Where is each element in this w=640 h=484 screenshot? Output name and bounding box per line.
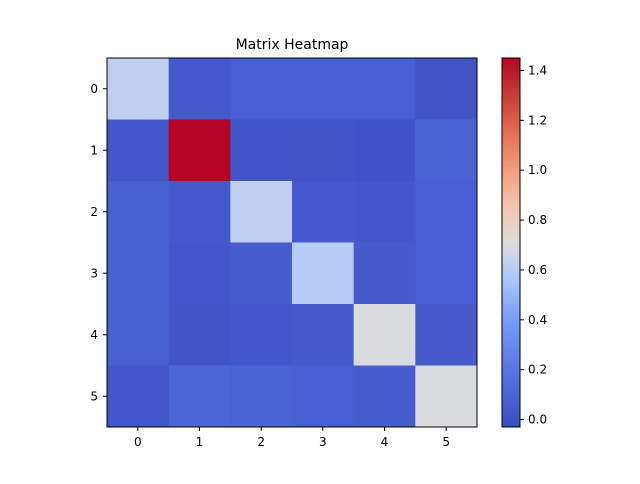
heatmap-cell-0-1 (168, 58, 231, 120)
x-tick-label-0: 0 (134, 435, 142, 449)
heatmap-cell-3-3 (292, 242, 355, 305)
heatmap-cells (107, 58, 478, 428)
heatmap-cell-4-2 (230, 304, 293, 366)
heatmap-cell-3-5 (415, 242, 478, 305)
heatmap-cell-4-0 (107, 304, 170, 366)
heatmap-cell-0-0 (107, 58, 170, 120)
colorbar-tick-label-4: 0.8 (528, 213, 547, 227)
heatmap-cell-2-2 (230, 181, 293, 243)
heatmap-cell-1-2 (230, 119, 293, 182)
heatmap-cell-5-4 (353, 365, 416, 428)
colorbar-tick-label-2: 0.4 (528, 313, 547, 327)
heatmap-cell-5-2 (230, 365, 293, 428)
colorbar (501, 57, 521, 428)
x-tick-label-5: 5 (442, 435, 450, 449)
heatmap-cell-0-2 (230, 58, 293, 120)
heatmap-cell-1-0 (107, 119, 170, 182)
y-tick-label-2: 2 (90, 205, 98, 219)
heatmap-cell-1-5 (415, 119, 478, 182)
x-tick-label-1: 1 (196, 435, 204, 449)
heatmap-cell-5-1 (168, 365, 231, 428)
heatmap-cell-3-2 (230, 242, 293, 305)
heatmap-cell-4-3 (292, 304, 355, 366)
heatmap-cell-5-0 (107, 365, 170, 428)
heatmap-cell-1-3 (292, 119, 355, 182)
heatmap-cell-1-4 (353, 119, 416, 182)
plot-frame (106, 57, 478, 428)
colorbar-tick-label-6: 1.2 (528, 113, 547, 127)
heatmap-cell-0-5 (415, 58, 478, 120)
heatmap-cell-4-5 (415, 304, 478, 366)
colorbar-tick-label-1: 0.2 (528, 363, 547, 377)
x-tick-label-4: 4 (381, 435, 389, 449)
x-tick-label-3: 3 (319, 435, 327, 449)
heatmap-cell-3-1 (168, 242, 231, 305)
chart-title: Matrix Heatmap (236, 37, 349, 53)
y-tick-label-4: 4 (90, 328, 98, 342)
heatmap-cell-4-4 (353, 304, 416, 366)
colorbar-tick-label-5: 1.0 (528, 163, 547, 177)
colorbar-tick-label-7: 1.4 (528, 63, 547, 77)
y-tick-label-1: 1 (90, 143, 98, 157)
heatmap-cell-2-1 (168, 181, 231, 243)
heatmap-cell-2-0 (107, 181, 170, 243)
heatmap-cell-0-4 (353, 58, 416, 120)
heatmap-cell-5-3 (292, 365, 355, 428)
y-tick-label-0: 0 (90, 82, 98, 96)
x-axis: 0 1 2 3 4 5 (134, 427, 450, 449)
heatmap-cell-3-4 (353, 242, 416, 305)
colorbar-tick-label-3: 0.6 (528, 263, 547, 277)
y-tick-label-5: 5 (90, 389, 98, 403)
heatmap-cell-2-4 (353, 181, 416, 243)
x-tick-label-2: 2 (257, 435, 265, 449)
heatmap-cell-2-5 (415, 181, 478, 243)
colorbar-tick-label-0: 0.0 (528, 413, 547, 427)
y-tick-label-3: 3 (90, 266, 98, 280)
heatmap-cell-0-3 (292, 58, 355, 120)
colorbar-axis: 0.0 0.2 0.4 0.6 0.8 1.0 1.2 1.4 (520, 63, 547, 427)
heatmap-cell-4-1 (168, 304, 231, 366)
heatmap-cell-3-0 (107, 242, 170, 305)
heatmap-cell-2-3 (292, 181, 355, 243)
heatmap-cell-1-1 (168, 119, 231, 182)
y-axis: 0 1 2 3 4 5 (90, 82, 107, 403)
heatmap-cell-5-5 (415, 365, 478, 428)
